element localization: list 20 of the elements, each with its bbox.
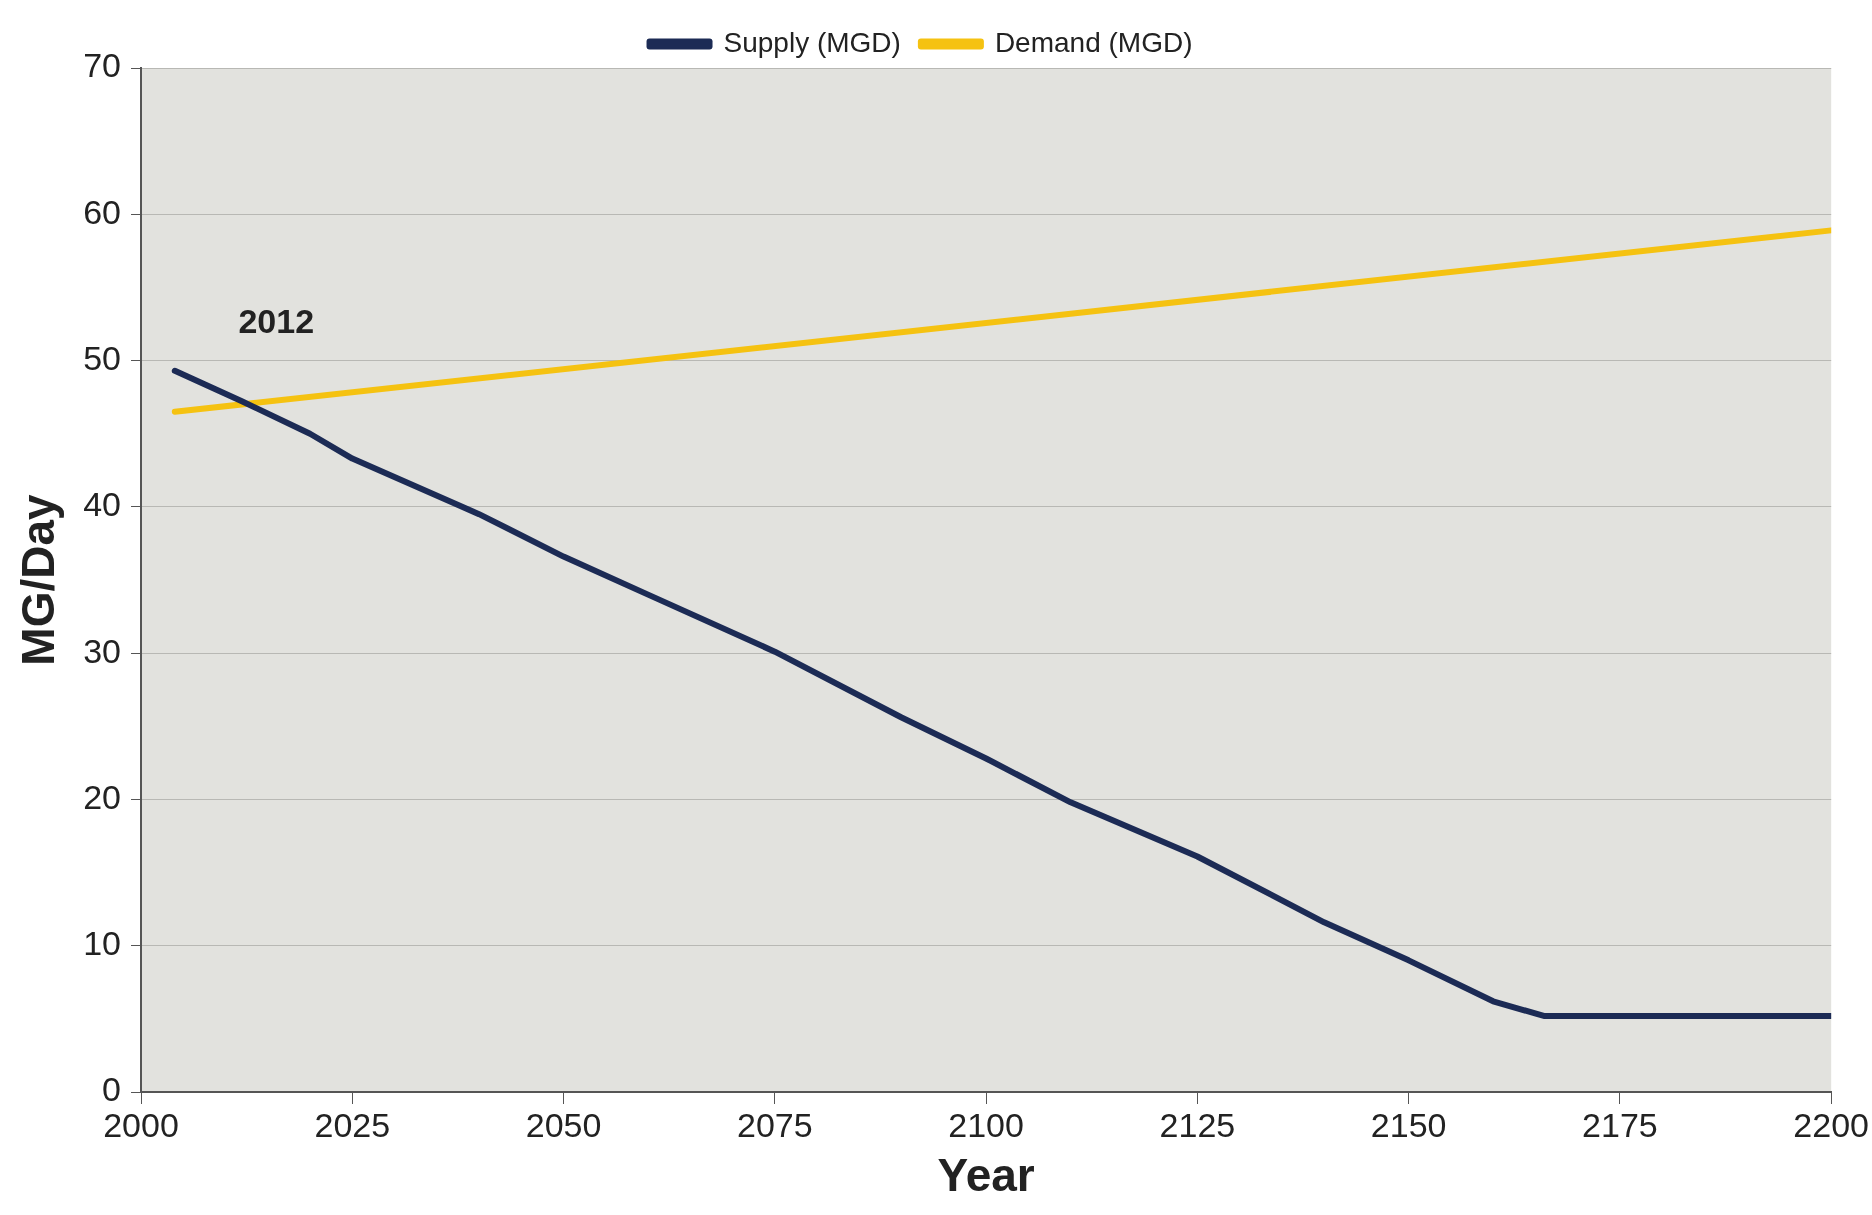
y-tick-label: 30	[83, 631, 122, 670]
y-tick-label: 10	[83, 924, 122, 963]
legend-label: Demand (MGD)	[994, 26, 1193, 58]
x-tick-label: 2200	[1793, 1105, 1869, 1144]
x-tick-label: 2125	[1159, 1105, 1236, 1144]
x-tick-label: 2075	[737, 1105, 813, 1144]
y-tick-label: 40	[83, 485, 122, 524]
x-tick-label: 2100	[948, 1105, 1024, 1144]
legend-label: Supply (MGD)	[723, 26, 901, 58]
x-axis-title: Year	[937, 1149, 1035, 1202]
y-tick-label: 50	[83, 338, 122, 377]
y-tick-label: 60	[83, 192, 122, 231]
annotation: 2012	[238, 302, 315, 341]
y-tick-label: 70	[83, 46, 122, 85]
y-tick-label: 20	[83, 777, 122, 816]
y-axis-title: MG/Day	[12, 493, 65, 666]
x-tick-label: 2175	[1582, 1105, 1658, 1144]
x-tick-label: 2025	[314, 1105, 391, 1144]
x-tick-label: 2150	[1370, 1105, 1447, 1144]
x-tick-label: 2050	[525, 1105, 602, 1144]
